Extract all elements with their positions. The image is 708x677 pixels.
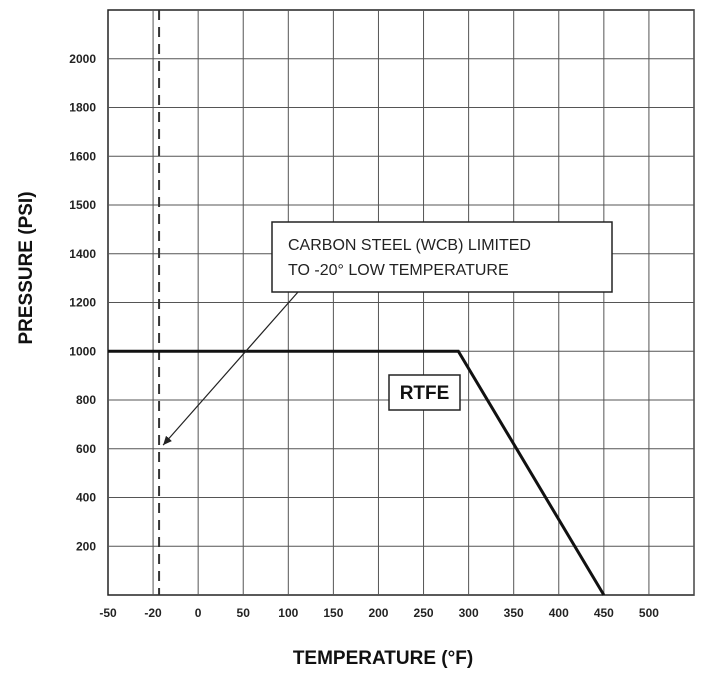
x-tick-label: 300 <box>459 606 479 620</box>
x-tick-label: 100 <box>278 606 298 620</box>
annotation-line-2: TO -20° LOW TEMPERATURE <box>288 262 509 279</box>
x-tick-label: 450 <box>594 606 614 620</box>
x-tick-label: -50 <box>99 606 117 620</box>
x-tick-label: 200 <box>368 606 388 620</box>
y-tick-label: 600 <box>76 442 96 456</box>
y-tick-label: 2000 <box>69 52 96 66</box>
series-label: RTFE <box>400 383 450 404</box>
y-tick-label: 200 <box>76 539 96 553</box>
y-tick-label: 1000 <box>69 344 96 358</box>
y-tick-label: 1400 <box>69 247 96 261</box>
y-tick-label: 400 <box>76 491 96 505</box>
y-tick-label: 1200 <box>69 296 96 310</box>
annotation-arrow <box>162 291 299 446</box>
y-tick-labels: 200 400 600 800 1000 1200 1400 1500 1600 1800 2000 <box>69 52 96 554</box>
annotation-box <box>271 221 613 293</box>
x-tick-label: 400 <box>549 606 569 620</box>
x-tick-label: 0 <box>195 606 202 620</box>
x-tick-labels: -50 -20 0 50 100 150 200 250 300 350 400 450 500 <box>99 606 659 620</box>
annotation-line-1: CARBON STEEL (WCB) LIMITED <box>288 237 531 254</box>
y-tick-label: 1800 <box>69 101 96 115</box>
x-axis-title: TEMPERATURE (°F) <box>293 648 473 669</box>
y-tick-label: 1500 <box>69 198 96 212</box>
y-axis-title: PRESSURE (PSI) <box>16 191 37 344</box>
x-tick-label: 500 <box>639 606 659 620</box>
x-tick-label: 150 <box>323 606 343 620</box>
series-label-box <box>388 374 461 411</box>
x-tick-label: 350 <box>504 606 524 620</box>
x-tick-label: 250 <box>414 606 434 620</box>
x-tick-label: -20 <box>144 606 162 620</box>
y-tick-label: 800 <box>76 393 96 407</box>
x-tick-label: 50 <box>237 606 251 620</box>
rtfe-series-line <box>108 349 606 596</box>
y-tick-label: 1600 <box>69 149 96 163</box>
